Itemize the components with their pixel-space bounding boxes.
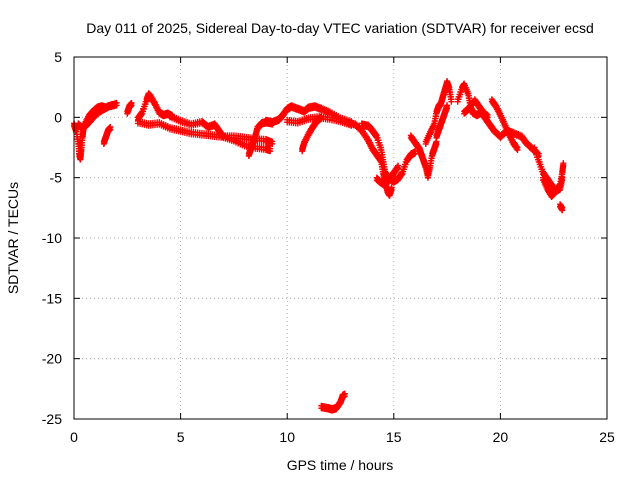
data-point xyxy=(138,112,145,119)
x-tick-label: 25 xyxy=(599,429,615,445)
data-point xyxy=(484,114,491,121)
y-tick-label: -5 xyxy=(50,170,63,186)
y-tick-label: 0 xyxy=(54,109,62,125)
series-arc-y xyxy=(540,160,567,201)
data-point xyxy=(559,207,566,214)
data-point xyxy=(514,147,521,153)
data-point xyxy=(395,165,402,172)
series-arc-v xyxy=(461,96,491,121)
data-point xyxy=(394,166,401,173)
series-arc-w xyxy=(488,96,521,153)
y-tick-label: -25 xyxy=(42,411,62,427)
data-point xyxy=(444,104,451,111)
series-arc-q xyxy=(373,162,402,190)
y-tick-label: -20 xyxy=(42,351,62,367)
data-point xyxy=(341,393,348,400)
data-point xyxy=(388,186,395,193)
data-point xyxy=(412,150,419,157)
data-point xyxy=(318,115,325,122)
data-point xyxy=(433,140,440,147)
tick-labels: 0 5 10 15 20 25 5 0 -5 -10 -15 -20 -25 xyxy=(42,49,615,445)
series-arc-m xyxy=(299,113,325,155)
series-arc-f xyxy=(134,90,176,123)
data-point xyxy=(267,148,274,155)
data-point xyxy=(102,105,109,112)
x-tick-label: 0 xyxy=(70,429,78,445)
data-point xyxy=(317,116,324,123)
series-arc-z xyxy=(557,201,566,214)
y-tick-label: -10 xyxy=(42,230,62,246)
series-arc-o xyxy=(343,117,395,199)
series-arc-t xyxy=(433,102,451,141)
y-axis-label: SDTVAR / TECUs xyxy=(5,182,21,294)
data-point xyxy=(556,184,563,191)
plot-frame xyxy=(73,56,608,420)
series-arc-n xyxy=(318,390,348,414)
data-points xyxy=(71,78,567,414)
series-arc-d xyxy=(100,123,114,147)
series-arc-a xyxy=(71,120,87,163)
data-point xyxy=(398,172,405,179)
data-point xyxy=(513,145,520,152)
data-point xyxy=(560,162,567,169)
y-tick-label: -15 xyxy=(42,290,62,306)
data-point xyxy=(128,102,135,109)
x-tick-label: 20 xyxy=(493,429,509,445)
data-point xyxy=(113,102,120,109)
data-point xyxy=(107,126,114,133)
series-arc-j xyxy=(245,117,276,160)
chart-title: Day 011 of 2025, Sidereal Day-to-day VTE… xyxy=(86,20,594,36)
series-arc-s xyxy=(422,78,455,147)
series-arc-p xyxy=(358,120,419,186)
x-tick-label: 10 xyxy=(279,429,295,445)
series-arc-r xyxy=(407,132,440,181)
series-arc-e xyxy=(124,99,135,117)
y-tick-label: 5 xyxy=(54,49,62,65)
data-point xyxy=(269,140,276,147)
x-tick-label: 15 xyxy=(386,429,402,445)
data-point xyxy=(219,133,226,140)
x-tick-label: 5 xyxy=(177,429,185,445)
x-axis-label: GPS time / hours xyxy=(287,457,394,473)
series-arc-c xyxy=(81,102,109,129)
data-point xyxy=(448,98,455,105)
